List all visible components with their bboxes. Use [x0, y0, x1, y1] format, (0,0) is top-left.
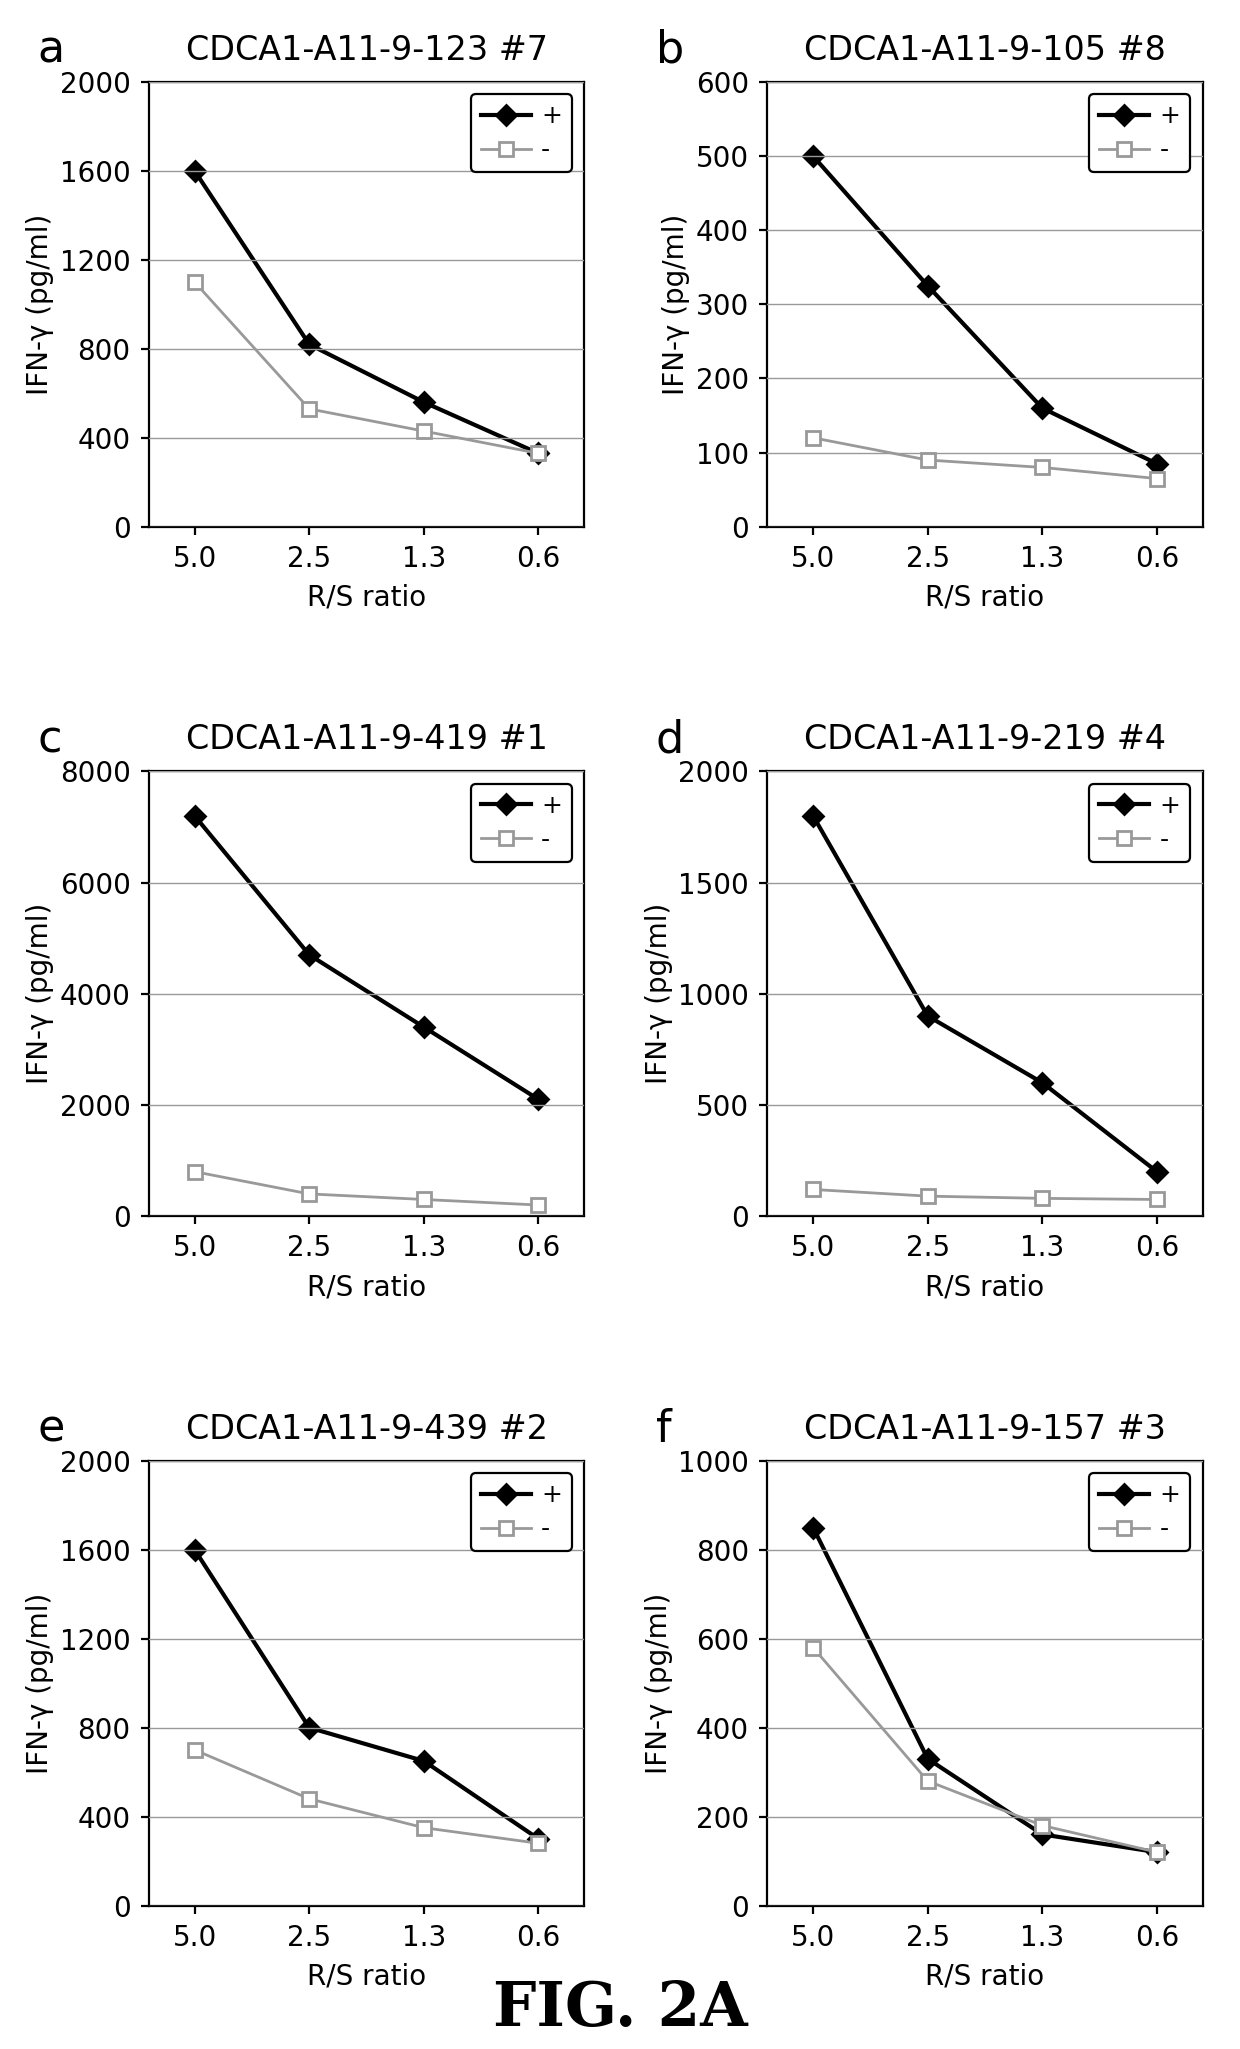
Title: CDCA1-A11-9-219 #4: CDCA1-A11-9-219 #4: [804, 723, 1166, 756]
Y-axis label: IFN-γ (pg/ml): IFN-γ (pg/ml): [645, 904, 673, 1084]
X-axis label: R/S ratio: R/S ratio: [925, 1963, 1044, 1992]
X-axis label: R/S ratio: R/S ratio: [308, 1963, 427, 1992]
Text: f: f: [656, 1408, 671, 1451]
Y-axis label: IFN-γ (pg/ml): IFN-γ (pg/ml): [26, 904, 55, 1084]
Legend: +, -: +, -: [471, 1473, 572, 1551]
Y-axis label: IFN-γ (pg/ml): IFN-γ (pg/ml): [26, 213, 55, 395]
Text: a: a: [37, 29, 64, 72]
Title: CDCA1-A11-9-439 #2: CDCA1-A11-9-439 #2: [186, 1412, 548, 1445]
Title: CDCA1-A11-9-105 #8: CDCA1-A11-9-105 #8: [805, 33, 1166, 68]
Text: d: d: [656, 717, 684, 760]
Y-axis label: IFN-γ (pg/ml): IFN-γ (pg/ml): [645, 1592, 673, 1774]
Text: e: e: [37, 1408, 64, 1451]
Legend: +, -: +, -: [1090, 94, 1190, 172]
Text: b: b: [656, 29, 684, 72]
Y-axis label: IFN-γ (pg/ml): IFN-γ (pg/ml): [26, 1592, 55, 1774]
Title: CDCA1-A11-9-157 #3: CDCA1-A11-9-157 #3: [804, 1412, 1166, 1445]
Legend: +, -: +, -: [471, 94, 572, 172]
Text: FIG. 2A: FIG. 2A: [492, 1979, 748, 2039]
X-axis label: R/S ratio: R/S ratio: [925, 1272, 1044, 1301]
X-axis label: R/S ratio: R/S ratio: [308, 584, 427, 613]
Legend: +, -: +, -: [1090, 785, 1190, 863]
Y-axis label: IFN-γ (pg/ml): IFN-γ (pg/ml): [662, 213, 691, 395]
Text: c: c: [37, 717, 62, 760]
Title: CDCA1-A11-9-123 #7: CDCA1-A11-9-123 #7: [186, 33, 548, 68]
X-axis label: R/S ratio: R/S ratio: [925, 584, 1044, 613]
X-axis label: R/S ratio: R/S ratio: [308, 1272, 427, 1301]
Title: CDCA1-A11-9-419 #1: CDCA1-A11-9-419 #1: [186, 723, 548, 756]
Legend: +, -: +, -: [1090, 1473, 1190, 1551]
Legend: +, -: +, -: [471, 785, 572, 863]
